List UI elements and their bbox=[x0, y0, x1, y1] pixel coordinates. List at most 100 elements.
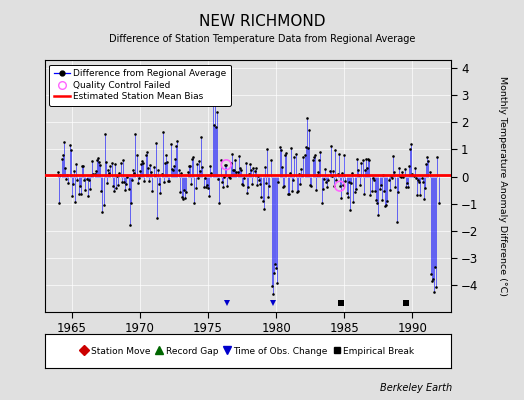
Point bbox=[161, 160, 169, 166]
Point bbox=[62, 176, 70, 182]
Point bbox=[345, 178, 353, 185]
Point bbox=[198, 164, 206, 170]
Point bbox=[380, 188, 388, 194]
Point bbox=[415, 179, 423, 185]
Point bbox=[71, 198, 80, 205]
Point bbox=[158, 129, 167, 136]
Point bbox=[374, 212, 383, 218]
Point bbox=[210, 122, 218, 128]
Point bbox=[414, 177, 422, 183]
Point bbox=[219, 184, 227, 190]
Point bbox=[120, 179, 128, 186]
Point bbox=[382, 202, 390, 208]
Point bbox=[216, 157, 225, 163]
Point bbox=[136, 168, 144, 174]
Point bbox=[189, 154, 198, 161]
Point bbox=[367, 188, 376, 194]
Point bbox=[291, 150, 300, 157]
Point bbox=[208, 170, 216, 177]
Point bbox=[357, 159, 366, 166]
Point bbox=[238, 181, 246, 187]
Point bbox=[164, 178, 172, 185]
Point bbox=[88, 158, 96, 164]
Point bbox=[405, 163, 413, 169]
Point bbox=[153, 215, 161, 221]
Point bbox=[286, 170, 294, 176]
Point bbox=[371, 188, 379, 194]
Point bbox=[433, 154, 442, 161]
Point bbox=[60, 138, 68, 145]
Point bbox=[154, 167, 162, 174]
Point bbox=[214, 176, 223, 182]
Point bbox=[171, 156, 179, 162]
Point bbox=[396, 172, 404, 179]
Point bbox=[397, 174, 406, 180]
Legend: Difference from Regional Average, Quality Control Failed, Estimated Station Mean: Difference from Regional Average, Qualit… bbox=[49, 64, 231, 106]
Point bbox=[66, 142, 74, 148]
Point bbox=[314, 169, 322, 175]
Point bbox=[424, 158, 433, 164]
Point bbox=[206, 163, 214, 170]
Point bbox=[123, 174, 132, 180]
Point bbox=[191, 185, 200, 192]
Point bbox=[254, 172, 262, 179]
Point bbox=[306, 182, 314, 189]
Point bbox=[245, 170, 253, 177]
Point bbox=[406, 146, 414, 153]
Point bbox=[184, 163, 193, 169]
Point bbox=[339, 182, 347, 188]
Point bbox=[290, 154, 299, 160]
Point bbox=[112, 184, 121, 191]
Point bbox=[265, 183, 274, 190]
Point bbox=[276, 144, 284, 150]
Point bbox=[259, 206, 268, 212]
Point bbox=[173, 138, 182, 144]
Point bbox=[117, 178, 126, 185]
Point bbox=[225, 175, 234, 181]
Point bbox=[165, 178, 173, 185]
Point bbox=[368, 175, 377, 181]
Point bbox=[366, 192, 375, 198]
Point bbox=[75, 182, 84, 189]
Point bbox=[381, 202, 389, 209]
Point bbox=[119, 157, 127, 163]
Point bbox=[365, 157, 374, 163]
Point bbox=[81, 187, 90, 193]
Point bbox=[312, 186, 320, 193]
Point bbox=[146, 162, 155, 169]
Point bbox=[183, 169, 192, 175]
Point bbox=[346, 207, 354, 213]
Point bbox=[294, 171, 303, 177]
Point bbox=[419, 178, 427, 185]
Point bbox=[330, 182, 339, 189]
Point bbox=[322, 179, 330, 186]
Point bbox=[349, 199, 357, 205]
Point bbox=[147, 169, 156, 176]
Point bbox=[321, 166, 329, 173]
Point bbox=[139, 160, 148, 167]
Point bbox=[230, 166, 238, 173]
Point bbox=[274, 179, 282, 185]
Point bbox=[115, 170, 124, 176]
Point bbox=[332, 177, 341, 183]
Point bbox=[297, 166, 305, 172]
Point bbox=[92, 168, 100, 174]
Point bbox=[96, 162, 104, 168]
Point bbox=[56, 172, 64, 178]
Text: NEW RICHMOND: NEW RICHMOND bbox=[199, 14, 325, 29]
Point bbox=[145, 177, 153, 184]
Point bbox=[301, 144, 310, 150]
Point bbox=[148, 188, 157, 194]
Point bbox=[418, 175, 426, 181]
Point bbox=[233, 168, 242, 175]
Point bbox=[199, 183, 208, 190]
Point bbox=[272, 265, 280, 272]
Point bbox=[121, 187, 129, 193]
Point bbox=[325, 168, 334, 174]
Point bbox=[133, 151, 141, 158]
Point bbox=[270, 270, 278, 276]
Point bbox=[298, 172, 307, 178]
Point bbox=[347, 180, 355, 187]
Point bbox=[427, 271, 435, 277]
Point bbox=[384, 198, 392, 204]
